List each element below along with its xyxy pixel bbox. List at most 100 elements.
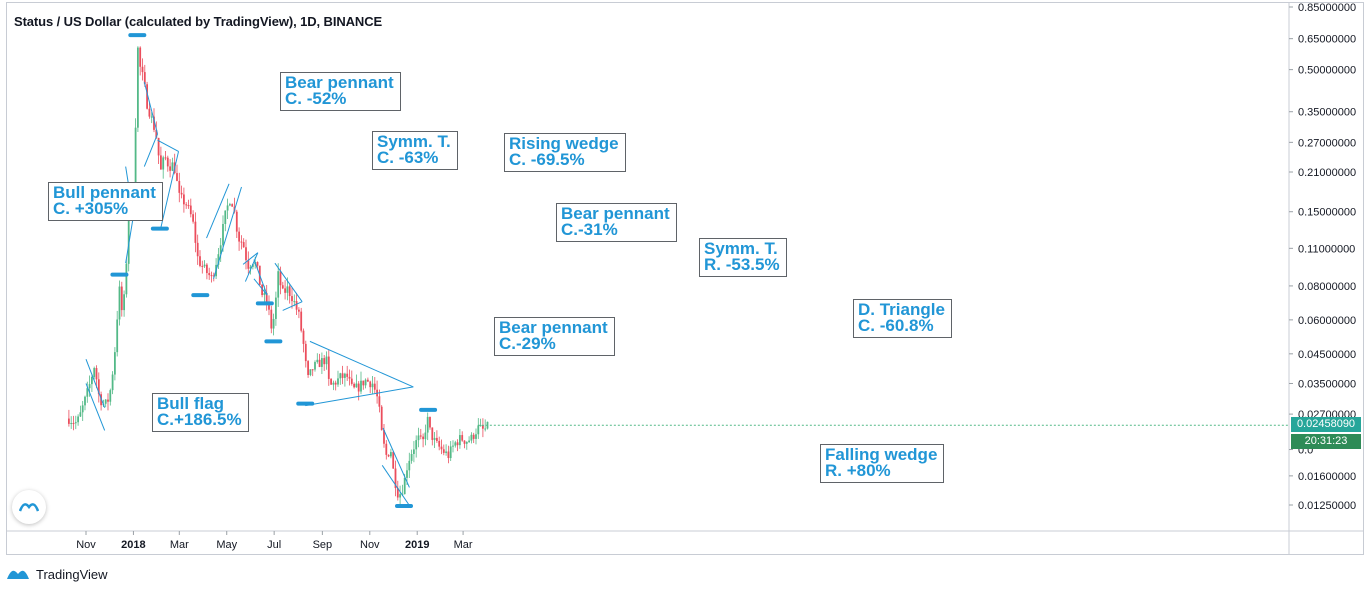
- candle-body: [396, 488, 399, 498]
- price-tick-label: 0.27000000: [1298, 137, 1356, 149]
- pattern-trendline: [282, 301, 303, 311]
- target-marker: [128, 33, 147, 38]
- target-marker: [110, 272, 129, 277]
- pattern-trendline: [157, 139, 179, 152]
- candle-body: [263, 293, 266, 296]
- candle-body: [394, 468, 397, 489]
- annotation-line: Bear pennant: [499, 318, 608, 337]
- candle-body: [189, 205, 192, 215]
- candle-body: [169, 166, 171, 171]
- candle-body: [445, 451, 447, 453]
- candle-body: [465, 442, 468, 444]
- candle-body: [277, 271, 280, 298]
- time-tick-label: Nov: [76, 539, 96, 551]
- candle-body: [415, 440, 418, 450]
- price-tick-label: 0.85000000: [1298, 2, 1356, 14]
- candle-body: [231, 204, 234, 207]
- candle-body: [472, 434, 475, 439]
- candle-body: [162, 157, 165, 170]
- target-marker: [255, 301, 274, 306]
- candle-body: [171, 162, 174, 171]
- pattern-trendline: [305, 386, 414, 407]
- candle-body: [295, 301, 298, 310]
- candle-body: [475, 434, 477, 439]
- annotation-line: Bull flag: [157, 394, 225, 413]
- candle-body: [182, 194, 185, 205]
- candle-body: [463, 440, 466, 444]
- candle-body: [373, 383, 376, 390]
- tradingview-logo-icon[interactable]: [6, 567, 30, 581]
- candle-body: [477, 425, 480, 435]
- candle-body: [442, 449, 445, 453]
- annotation-line: D. Triangle: [858, 300, 945, 319]
- candle-body: [235, 211, 238, 232]
- candle-body: [107, 399, 109, 402]
- price-tick-label: 0.08000000: [1298, 281, 1356, 293]
- candle-body: [332, 382, 335, 385]
- candle-body: [302, 330, 305, 344]
- candle-body: [212, 275, 215, 277]
- candle-body: [366, 379, 369, 382]
- candle-body: [438, 440, 441, 447]
- annotation-line: Symm. T.: [377, 132, 451, 151]
- candle-body: [468, 440, 470, 443]
- candle-body: [433, 437, 436, 440]
- target-marker: [191, 293, 210, 298]
- annotation-line: C.-29%: [499, 334, 556, 353]
- candle-body: [429, 416, 431, 428]
- candle-body: [222, 223, 224, 246]
- candle-body: [300, 311, 303, 331]
- candle-body: [426, 416, 429, 433]
- price-tick-label: 0.35000000: [1298, 107, 1356, 119]
- candle-body: [291, 296, 293, 302]
- candle-body: [337, 378, 339, 385]
- candle-body: [484, 428, 487, 430]
- candle-body: [238, 231, 240, 242]
- candle-body: [392, 452, 395, 469]
- candle-body: [127, 205, 130, 264]
- price-tick-label: 0.11000000: [1298, 243, 1355, 255]
- candle-body: [146, 84, 148, 109]
- annotation-line: C. +305%: [53, 199, 129, 218]
- candle-body: [481, 425, 484, 429]
- candle-body: [180, 192, 183, 195]
- candle-body: [348, 376, 351, 379]
- candle-body: [389, 452, 392, 457]
- candle-body: [74, 422, 77, 424]
- annotation-bear-pennant-1: Bear pennant C. -52%: [280, 72, 401, 111]
- target-marker: [419, 407, 438, 412]
- candle-body: [422, 436, 424, 440]
- target-marker: [150, 226, 169, 231]
- time-tick-label: Jul: [267, 539, 281, 551]
- candle-body: [203, 264, 206, 267]
- candle-body: [210, 275, 213, 277]
- tradingview-round-logo-icon[interactable]: [12, 490, 46, 524]
- candle-body: [196, 242, 199, 257]
- candle-body: [217, 254, 220, 265]
- candle-body: [256, 262, 259, 266]
- footer-brand[interactable]: TradingView: [36, 566, 108, 582]
- time-tick-label: Mar: [170, 539, 189, 551]
- candle-body: [251, 264, 254, 267]
- chart-title: Status / US Dollar (calculated by Tradin…: [14, 14, 383, 29]
- candle-body: [364, 379, 367, 386]
- target-marker: [296, 401, 315, 406]
- candle-body: [178, 180, 181, 193]
- candle-body: [240, 241, 243, 243]
- candle-body: [343, 373, 346, 378]
- annotation-symm-t-2: Symm. T. R. -53.5%: [699, 238, 787, 277]
- pattern-trendline: [244, 252, 259, 282]
- candle-body: [309, 369, 312, 375]
- candle-body: [84, 396, 86, 406]
- candle-body: [111, 374, 114, 391]
- candle-body: [268, 301, 270, 310]
- candle-body: [318, 359, 321, 367]
- pattern-trendline: [85, 383, 106, 431]
- candle-body: [327, 356, 330, 379]
- annotation-bull-flag: Bull flag C.+186.5%: [152, 393, 249, 432]
- candle-body: [139, 47, 142, 67]
- candle-body: [320, 358, 323, 367]
- candle-body: [249, 266, 252, 269]
- price-tick-label: 0.50000000: [1298, 65, 1356, 77]
